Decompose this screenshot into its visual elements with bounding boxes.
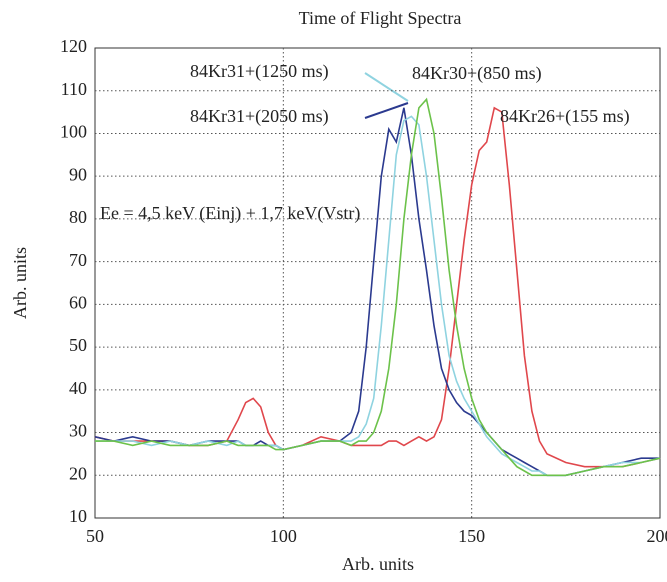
y-tick-label: 80 [69,207,87,227]
y-tick-label: 90 [69,164,87,184]
pointer [365,73,408,101]
x-tick-label: 150 [458,526,485,546]
annotation: Ee = 4,5 keV (Einj) + 1,7 keV(Vstr) [100,203,360,224]
series-line [95,99,660,475]
y-tick-label: 120 [60,36,87,56]
series-line [95,108,660,467]
series-label: 84Kr30+(850 ms) [412,63,542,84]
series-label: 84Kr31+(2050 ms) [190,106,329,127]
chart-title: Time of Flight Spectra [299,8,462,28]
x-tick-label: 100 [270,526,297,546]
y-tick-label: 70 [69,250,87,270]
y-tick-label: 50 [69,335,87,355]
y-tick-label: 10 [69,506,87,526]
series-label: 84Kr26+(155 ms) [500,106,630,127]
y-tick-label: 100 [60,122,87,142]
x-axis-label: Arb. units [342,554,414,574]
y-tick-label: 60 [69,292,87,312]
y-axis-label: Arb. units [10,247,30,319]
series-label: 84Kr31+(1250 ms) [190,61,329,82]
y-tick-label: 30 [69,421,87,441]
y-tick-label: 40 [69,378,87,398]
y-tick-label: 20 [69,463,87,483]
x-tick-label: 50 [86,526,104,546]
x-tick-label: 200 [647,526,667,546]
y-tick-label: 110 [61,79,87,99]
